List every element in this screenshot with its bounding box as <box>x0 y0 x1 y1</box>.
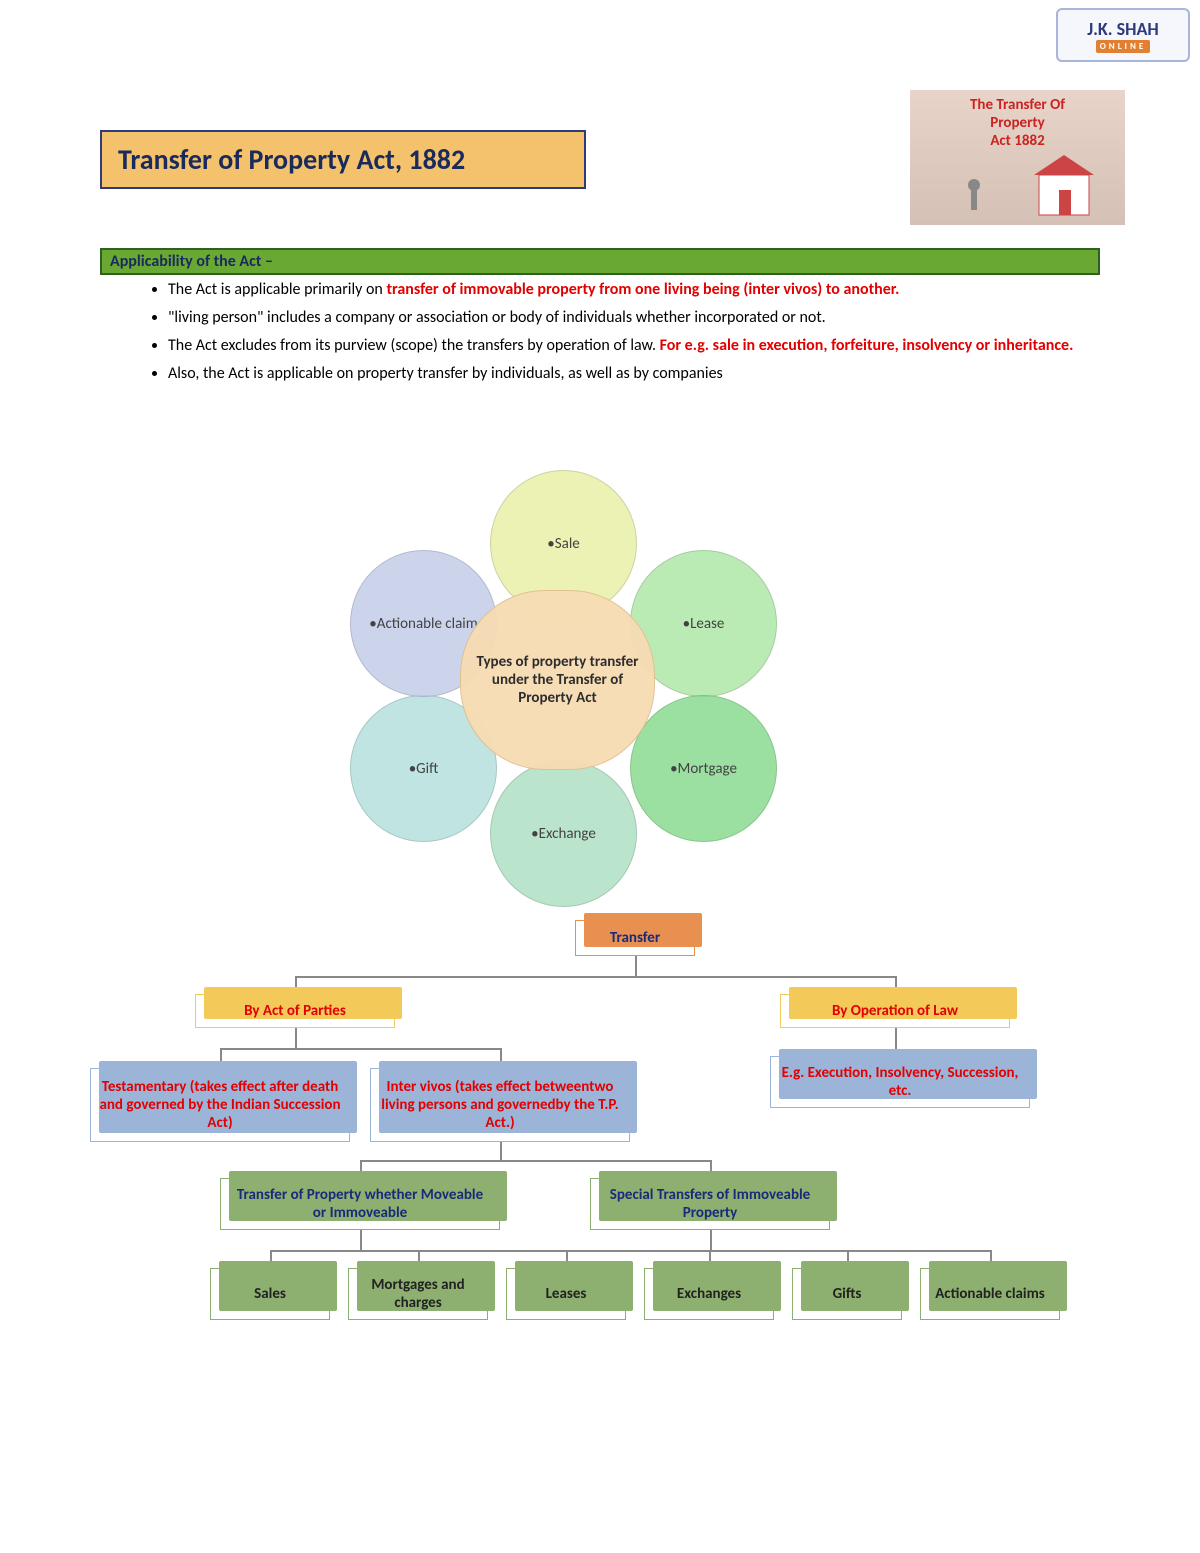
tree-leaf-5: Actionable claims <box>920 1268 1060 1320</box>
bullet-3-emphasis: For e.g. sale in execution, forfeiture, … <box>660 336 1074 355</box>
thumb-line3: Act 1882 <box>914 132 1121 150</box>
thumb-line1: The Transfer Of <box>914 96 1121 114</box>
radial-center: Types of property transfer under the Tra… <box>460 590 655 770</box>
bullet-4: Also, the Act is applicable on property … <box>168 362 1100 386</box>
tree-leaf-0: Sales <box>210 1268 330 1320</box>
tree-diagram: Transfer By Act of Parties By Operation of… <box>90 920 1110 1420</box>
radial-petal-3: •Exchange <box>490 760 637 907</box>
page-title: Transfer of Property Act, 1882 <box>100 130 586 189</box>
section-header: Applicability of the Act – <box>100 248 1100 275</box>
side-thumbnail: The Transfer Of Property Act 1882 <box>910 90 1125 225</box>
bullet-3-text: The Act excludes from its purview (scope… <box>168 336 660 355</box>
tree-testamentary: Testamentary (takes effect after death a… <box>90 1068 350 1142</box>
logo-main: J.K. SHAH <box>1087 18 1158 40</box>
tree-operation-examples: E.g. Execution, Insolvency, Succession, … <box>770 1056 1030 1108</box>
tree-leaf-2: Leases <box>506 1268 626 1320</box>
thumb-line2: Property <box>914 114 1121 132</box>
bullet-3: The Act excludes from its purview (scope… <box>168 334 1100 358</box>
bullet-1: The Act is applicable primarily on trans… <box>168 278 1100 302</box>
tree-inter-vivos: Inter vivos (takes effect betweentwo liv… <box>370 1068 630 1142</box>
tree-movable-immovable: Transfer of Property whether Moveable or… <box>220 1178 500 1230</box>
logo-sub: ONLINE <box>1096 40 1151 53</box>
bullet-1-emphasis: transfer of immovable property from one … <box>386 280 899 299</box>
bullet-list: The Act is applicable primarily on trans… <box>140 278 1100 390</box>
bullet-1-text: The Act is applicable primarily on <box>168 280 386 299</box>
radial-petal-2: •Mortgage <box>630 695 777 842</box>
radial-diagram: •Sale•Lease•Mortgage•Exchange•Gift•Actio… <box>300 460 800 890</box>
bullet-2: "living person" includes a company or as… <box>168 306 1100 330</box>
logo-badge: J.K. SHAH ONLINE <box>1056 8 1190 62</box>
tree-leaf-1: Mortgages and charges <box>348 1268 488 1320</box>
tree-special-transfers: Special Transfers of Immoveable Property <box>590 1178 830 1230</box>
thumb-graphic <box>914 150 1121 220</box>
tree-act-of-parties: By Act of Parties <box>195 994 395 1028</box>
tree-leaf-3: Exchanges <box>644 1268 774 1320</box>
tree-root: Transfer <box>575 920 695 956</box>
tree-leaf-4: Gifts <box>792 1268 902 1320</box>
tree-operation-of-law: By Operation of Law <box>780 994 1010 1028</box>
